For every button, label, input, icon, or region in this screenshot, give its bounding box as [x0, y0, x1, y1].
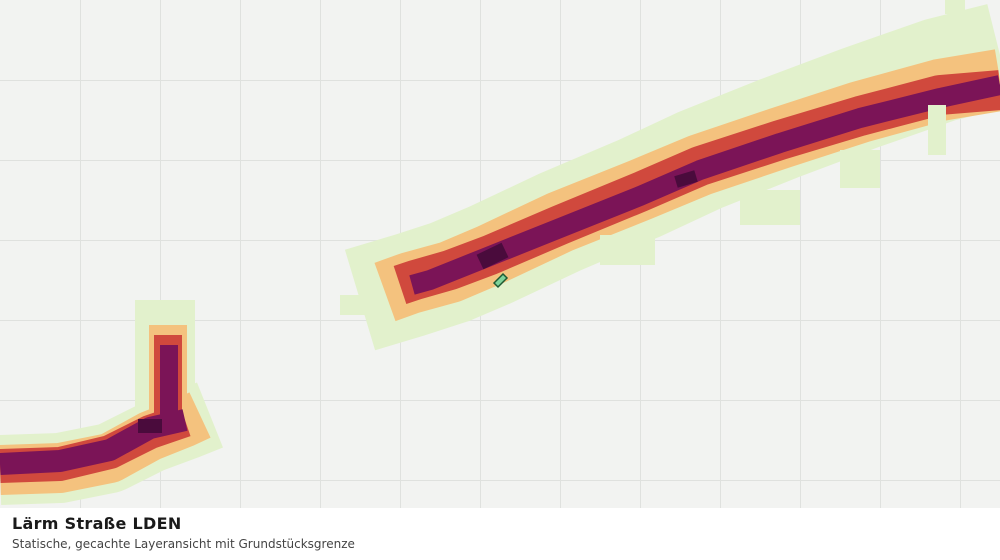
noise-corridor-east: [344, 4, 1000, 351]
noise-patches: [340, 0, 965, 315]
map-subtitle: Statische, gecachte Layeransicht mit Gru…: [12, 537, 355, 551]
noise-corridor-west: [0, 300, 223, 505]
map-title: Lärm Straße LDEN: [12, 514, 182, 533]
caption: Lärm Straße LDEN Statische, gecachte Lay…: [0, 508, 1000, 560]
noise-map[interactable]: [0, 0, 1000, 508]
parcel-boundary[interactable]: [492, 272, 509, 289]
